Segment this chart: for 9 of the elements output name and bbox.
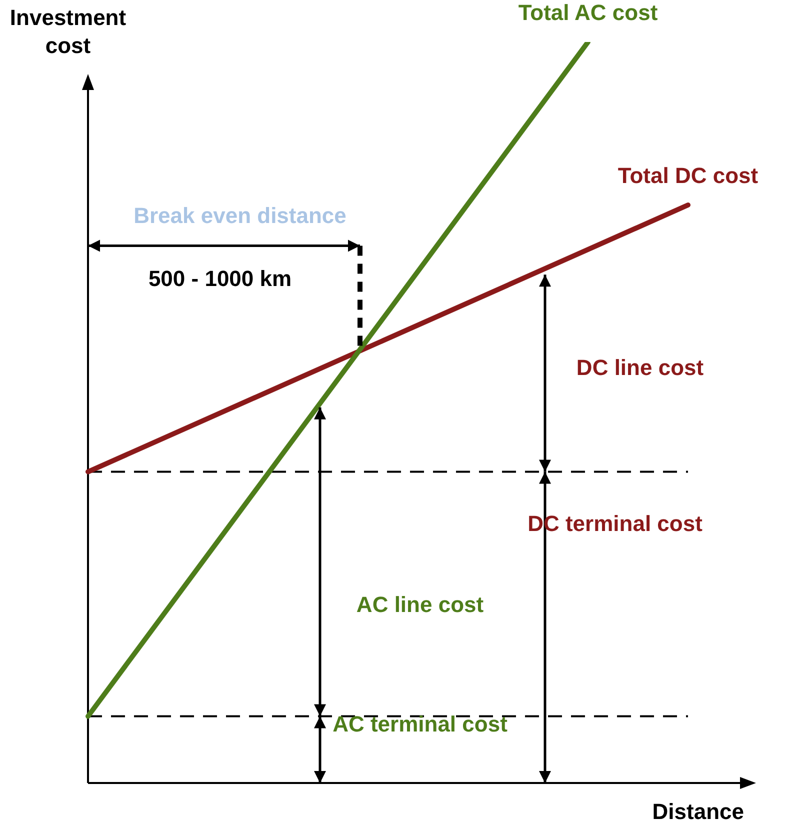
annotation: AC line cost (356, 592, 484, 618)
annotation: DC line cost (576, 355, 704, 382)
x-axis-title: Distance (652, 799, 744, 825)
series-label: Total DC cost (618, 163, 758, 190)
annotation: Break even distance (134, 203, 346, 230)
annotation: 500 - 1000 km (148, 266, 292, 292)
series-label: Total AC cost (518, 0, 658, 26)
annotation: AC terminal cost (332, 710, 508, 738)
y-axis-title: Investment cost (8, 4, 128, 60)
